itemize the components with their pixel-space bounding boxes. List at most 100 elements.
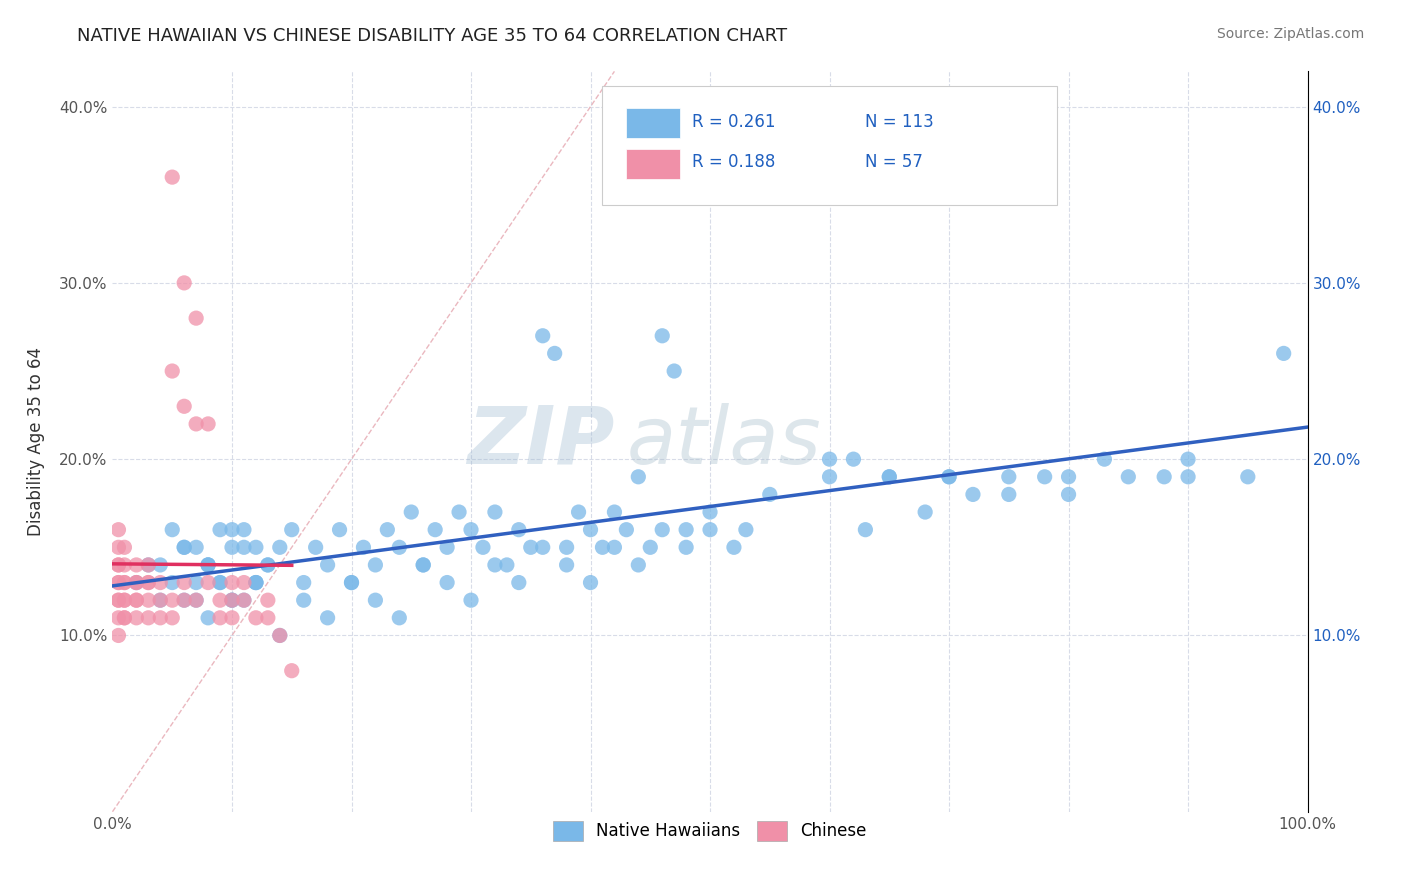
Point [173,593,195,607]
Point [173,276,195,290]
Point [114,541,135,555]
Point [233,593,256,607]
Point [233,541,256,555]
Point [1118,470,1140,484]
Point [292,575,315,590]
Point [616,523,638,537]
Point [107,523,129,537]
Point [579,575,602,590]
Point [107,558,129,572]
Point [114,575,135,590]
Point [221,611,243,625]
Point [269,628,291,642]
Point [460,523,482,537]
Point [412,558,434,572]
Point [879,470,901,484]
Point [186,541,208,555]
Point [107,593,129,607]
Point [269,628,291,642]
Point [675,541,697,555]
Point [412,558,434,572]
Point [651,328,673,343]
Point [269,541,291,555]
Point [107,628,129,642]
Point [316,611,339,625]
Point [555,541,578,555]
Y-axis label: Disability Age 35 to 64: Disability Age 35 to 64 [27,347,45,536]
Point [436,541,458,555]
Point [699,505,721,519]
Text: R = 0.188: R = 0.188 [692,153,776,171]
Point [1153,470,1175,484]
Point [531,328,554,343]
Point [579,523,602,537]
Point [233,575,256,590]
Point [508,523,530,537]
Point [114,611,135,625]
Text: ZIP: ZIP [467,402,614,481]
Point [221,575,243,590]
Point [209,593,232,607]
Point [125,575,148,590]
Point [640,541,662,555]
Point [114,558,135,572]
Point [1057,487,1080,501]
Point [818,452,841,467]
Point [162,611,183,625]
Point [998,470,1021,484]
Point [197,611,219,625]
Point [173,593,195,607]
Point [998,487,1021,501]
Point [425,523,447,537]
Point [221,541,243,555]
Point [447,505,470,519]
Point [186,417,208,431]
Text: Source: ZipAtlas.com: Source: ZipAtlas.com [1216,27,1364,41]
Point [245,575,267,590]
Point [292,593,315,607]
Point [352,541,374,555]
Point [221,593,243,607]
Text: N = 57: N = 57 [866,153,924,171]
Point [197,558,219,572]
Point [1177,470,1199,484]
Point [209,523,232,537]
Point [603,505,626,519]
Point [568,505,591,519]
Point [484,505,506,519]
Point [125,575,148,590]
Text: NATIVE HAWAIIAN VS CHINESE DISABILITY AGE 35 TO 64 CORRELATION CHART: NATIVE HAWAIIAN VS CHINESE DISABILITY AG… [77,27,787,45]
Point [125,593,148,607]
Point [281,664,304,678]
Point [162,593,183,607]
Point [914,505,936,519]
Point [114,611,135,625]
Point [149,611,172,625]
Point [842,452,865,467]
Point [257,611,280,625]
Point [627,470,650,484]
Point [125,593,148,607]
Point [675,523,697,537]
Point [496,558,519,572]
Point [340,575,363,590]
Point [221,523,243,537]
Point [1057,470,1080,484]
Point [723,541,745,555]
Point [107,611,129,625]
Point [460,593,482,607]
Point [388,541,411,555]
Point [125,611,148,625]
Point [107,575,129,590]
Point [245,575,267,590]
Point [329,523,352,537]
Point [107,575,129,590]
Point [173,541,195,555]
Point [186,593,208,607]
Point [197,558,219,572]
Point [125,558,148,572]
Point [1094,452,1116,467]
Point [281,523,304,537]
Point [162,170,183,185]
Point [107,541,129,555]
